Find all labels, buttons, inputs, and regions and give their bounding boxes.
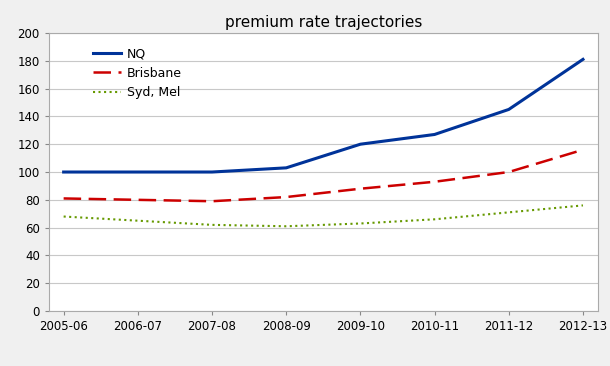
Syd, Mel [505, 210, 512, 214]
Brisbane [209, 199, 216, 203]
NQ [431, 132, 438, 137]
Syd, Mel [209, 223, 216, 227]
NQ [134, 170, 142, 174]
Line: Syd, Mel: Syd, Mel [63, 205, 583, 226]
Brisbane [60, 196, 67, 201]
Syd, Mel [431, 217, 438, 221]
Brisbane [580, 147, 587, 152]
Syd, Mel [282, 224, 290, 228]
Line: Brisbane: Brisbane [63, 150, 583, 201]
Syd, Mel [134, 219, 142, 223]
Brisbane [282, 195, 290, 199]
Syd, Mel [580, 203, 587, 208]
NQ [357, 142, 364, 146]
Title: premium rate trajectories: premium rate trajectories [224, 15, 422, 30]
Syd, Mel [357, 221, 364, 226]
Line: NQ: NQ [63, 59, 583, 172]
Brisbane [134, 198, 142, 202]
NQ [60, 170, 67, 174]
Legend: NQ, Brisbane, Syd, Mel: NQ, Brisbane, Syd, Mel [93, 48, 182, 99]
Brisbane [431, 180, 438, 184]
NQ [282, 166, 290, 170]
Syd, Mel [60, 214, 67, 219]
Brisbane [357, 187, 364, 191]
Brisbane [505, 170, 512, 174]
NQ [580, 57, 587, 61]
NQ [209, 170, 216, 174]
NQ [505, 107, 512, 112]
